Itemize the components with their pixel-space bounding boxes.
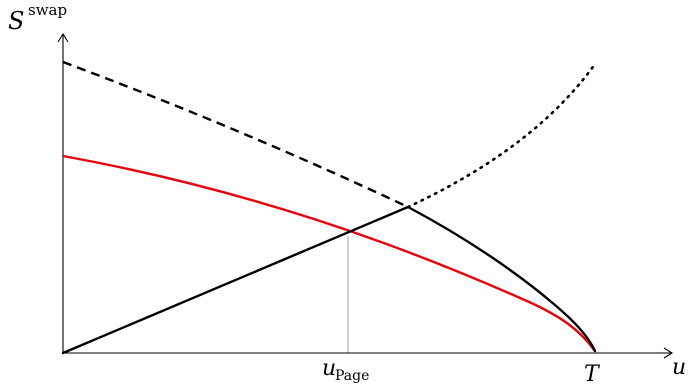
u-page-label-subscript: Page bbox=[335, 368, 369, 384]
dotted-curve bbox=[406, 62, 597, 209]
x-axis-label: u bbox=[672, 355, 686, 380]
u-page-label: u bbox=[322, 356, 336, 381]
black-solid-curve bbox=[61, 205, 597, 355]
y-axis-label-superscript: swap bbox=[28, 1, 67, 19]
y-axis-label: S bbox=[8, 7, 24, 35]
red-curve bbox=[62, 154, 596, 352]
dashed-curve bbox=[62, 60, 409, 209]
y-axis-arrowhead bbox=[57, 32, 69, 43]
x-axis-arrowhead bbox=[663, 347, 674, 359]
t-label: T bbox=[584, 362, 601, 385]
